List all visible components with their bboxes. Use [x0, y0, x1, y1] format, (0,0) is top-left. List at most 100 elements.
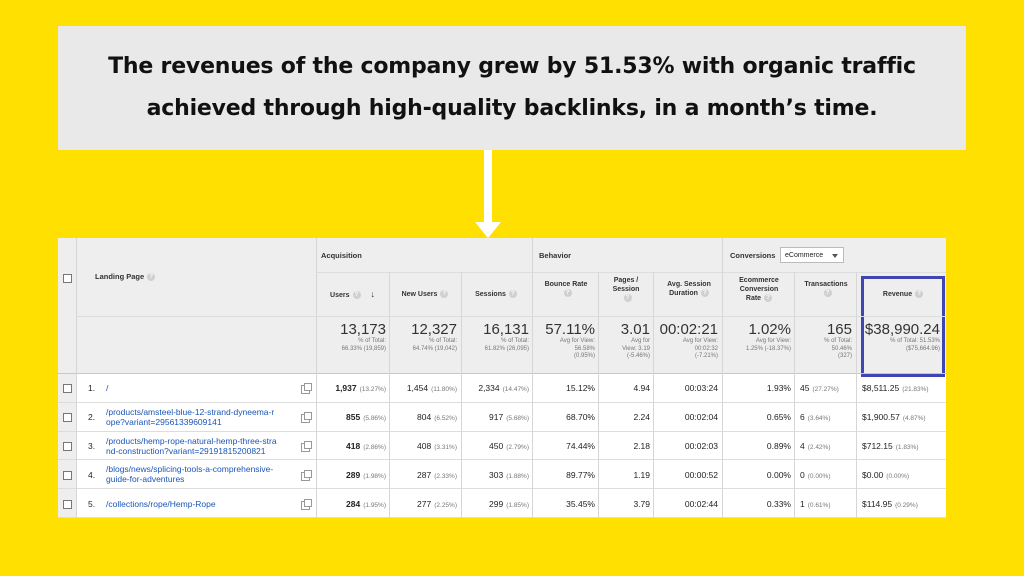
- cell-bounce: 35.45%: [566, 498, 595, 509]
- cell-sessions: 299 (1.85%): [489, 498, 529, 509]
- total-revenue: $38,990.24 % of Total: 51.53% ($75,664.9…: [864, 321, 940, 352]
- cell-pages: 2.24: [633, 412, 650, 423]
- total-users: 13,173 % of Total: 66.33% (19,859): [340, 321, 386, 352]
- cell-trans: 45 (27.27%): [800, 383, 839, 394]
- col-sessions[interactable]: Sessions?: [462, 290, 530, 299]
- total-bounce-rate: 57.11% Avg for View: 56.58% (0.95%): [545, 321, 595, 360]
- down-arrow-icon: [475, 150, 501, 240]
- total-pages-session: 3.01 Avg for View: 3.19 (-5.46%): [620, 321, 650, 360]
- row-index: 4.: [88, 469, 96, 480]
- table-row[interactable]: 4. /blogs/news/splicing-tools-a-comprehen…: [58, 460, 946, 490]
- landing-page-link[interactable]: /: [106, 383, 109, 394]
- table-row[interactable]: 5. /collections/rope/Hemp-Rope 284 (1.95%) 2…: [58, 489, 946, 518]
- help-icon: ?: [147, 273, 156, 282]
- cell-ecom: 0.89%: [766, 440, 791, 451]
- total-new-users: 12,327 % of Total: 64.74% (19,042): [411, 321, 457, 352]
- table-row[interactable]: 3. /products/hemp-rope-natural-hemp-three…: [58, 432, 946, 461]
- row-checkbox[interactable]: [63, 384, 72, 394]
- cell-pages: 1.19: [633, 469, 650, 480]
- col-ecommerce-conversion-rate[interactable]: Ecommerce Conversion Rate?: [739, 277, 779, 303]
- group-acquisition: Acquisition: [321, 251, 362, 260]
- cell-users: 1,937 (13.27%): [335, 383, 386, 394]
- cell-ecom: 1.93%: [766, 383, 791, 394]
- open-link-icon[interactable]: [301, 412, 312, 424]
- col-pages-session[interactable]: Pages / Session?: [612, 277, 640, 303]
- help-icon: ?: [700, 289, 709, 298]
- landing-page-header[interactable]: Landing Page?: [95, 272, 156, 282]
- landing-page-link[interactable]: /blogs/news/splicing-tools-a-comprehensi…: [106, 464, 274, 485]
- cell-bounce: 15.12%: [566, 383, 595, 394]
- cell-bounce: 89.77%: [566, 469, 595, 480]
- help-icon: ?: [352, 291, 361, 300]
- conversions-dropdown[interactable]: eCommerce: [780, 247, 844, 263]
- sort-down-arrow-icon[interactable]: ↓: [370, 289, 375, 299]
- caret-down-icon: [832, 254, 838, 258]
- cell-trans: 1 (0.61%): [800, 498, 831, 509]
- table-row[interactable]: 1. / 1,937 (13.27%) 1,454 (11.80%) 2,334 (14.47…: [58, 374, 946, 403]
- open-link-icon[interactable]: [301, 383, 312, 395]
- cell-bounce: 74.44%: [566, 440, 595, 451]
- help-icon: ?: [623, 294, 632, 303]
- cell-sessions: 303 (1.88%): [489, 469, 529, 480]
- open-link-icon[interactable]: [301, 440, 312, 452]
- help-icon: ?: [915, 290, 924, 299]
- cell-revenue: $0.00 (0.00%): [862, 469, 910, 480]
- row-index: 3.: [88, 440, 96, 451]
- cell-users: 855 (5.86%): [346, 412, 386, 423]
- col-users[interactable]: Users? ↓: [330, 289, 375, 300]
- cell-sessions: 450 (2.79%): [489, 440, 529, 451]
- row-index: 5.: [88, 498, 96, 509]
- group-behavior: Behavior: [539, 251, 572, 260]
- cell-duration: 00:02:04: [684, 412, 718, 423]
- landing-page-link[interactable]: /products/amsteel-blue-12-strand-dyneema…: [106, 406, 275, 427]
- help-icon: ?: [823, 289, 832, 298]
- cell-revenue: $114.95 (0.29%): [862, 498, 918, 509]
- cell-pages: 2.18: [633, 440, 650, 451]
- analytics-report-table: Landing Page? Acquisition Behavior Conve…: [58, 238, 946, 518]
- open-link-icon[interactable]: [301, 469, 312, 481]
- conversions-dropdown-value: eCommerce: [785, 252, 824, 259]
- row-index: 1.: [88, 383, 96, 394]
- landing-page-link[interactable]: /products/hemp-rope-natural-hemp-three-s…: [106, 435, 277, 456]
- cell-revenue: $712.15 (1.83%): [862, 440, 919, 451]
- cell-ecom: 0.00%: [766, 469, 791, 480]
- cell-ecom: 0.65%: [766, 412, 791, 423]
- headline-line-1: The revenues of the company grew by 51.5…: [108, 54, 916, 79]
- cell-pages: 3.79: [633, 498, 650, 509]
- cell-revenue: $1,900.57 (4.87%): [862, 412, 926, 423]
- cell-new-users: 277 (2.25%): [417, 498, 457, 509]
- help-icon: ?: [440, 290, 449, 299]
- cell-trans: 4 (2.42%): [800, 440, 831, 451]
- cell-duration: 00:00:52: [684, 469, 718, 480]
- total-avg-session-duration: 00:02:21 Avg for View: 00:02:32 (-7.21%): [659, 321, 718, 360]
- headline-line-2: achieved through high-quality backlinks,…: [146, 96, 878, 121]
- col-new-users[interactable]: New Users?: [391, 290, 459, 299]
- col-revenue[interactable]: Revenue?: [864, 290, 942, 299]
- row-checkbox[interactable]: [63, 413, 72, 423]
- col-avg-session-duration[interactable]: Avg. Session Duration?: [667, 281, 711, 298]
- table-row[interactable]: 2. /products/amsteel-blue-12-strand-dynee…: [58, 403, 946, 432]
- open-link-icon[interactable]: [301, 498, 312, 510]
- cell-duration: 00:03:24: [684, 383, 718, 394]
- landing-page-link[interactable]: /collections/rope/Hemp-Rope: [106, 498, 216, 509]
- total-sessions: 16,131 % of Total: 61.82% (26,095): [483, 321, 529, 352]
- total-transactions: 165 % of Total: 50.46% (327): [824, 321, 852, 360]
- cell-pages: 4.94: [633, 383, 650, 394]
- cell-revenue: $8,511.25 (21.83%): [862, 383, 929, 394]
- select-all-checkbox[interactable]: [63, 274, 72, 283]
- cell-users: 289 (1.98%): [346, 469, 386, 480]
- row-checkbox[interactable]: [63, 499, 72, 509]
- cell-sessions: 917 (5.68%): [489, 412, 529, 423]
- cell-new-users: 287 (2.33%): [417, 469, 457, 480]
- help-icon: ?: [764, 294, 773, 303]
- col-transactions[interactable]: Transactions?: [804, 281, 848, 298]
- headline-box: The revenues of the company grew by 51.5…: [58, 26, 966, 150]
- cell-duration: 00:02:03: [684, 440, 718, 451]
- cell-new-users: 408 (3.31%): [417, 440, 457, 451]
- cell-new-users: 1,454 (11.80%): [406, 383, 457, 394]
- row-index: 2.: [88, 412, 96, 423]
- col-bounce-rate[interactable]: Bounce Rate?: [544, 281, 588, 298]
- row-checkbox[interactable]: [63, 441, 72, 451]
- row-checkbox[interactable]: [63, 470, 72, 480]
- cell-ecom: 0.33%: [766, 498, 791, 509]
